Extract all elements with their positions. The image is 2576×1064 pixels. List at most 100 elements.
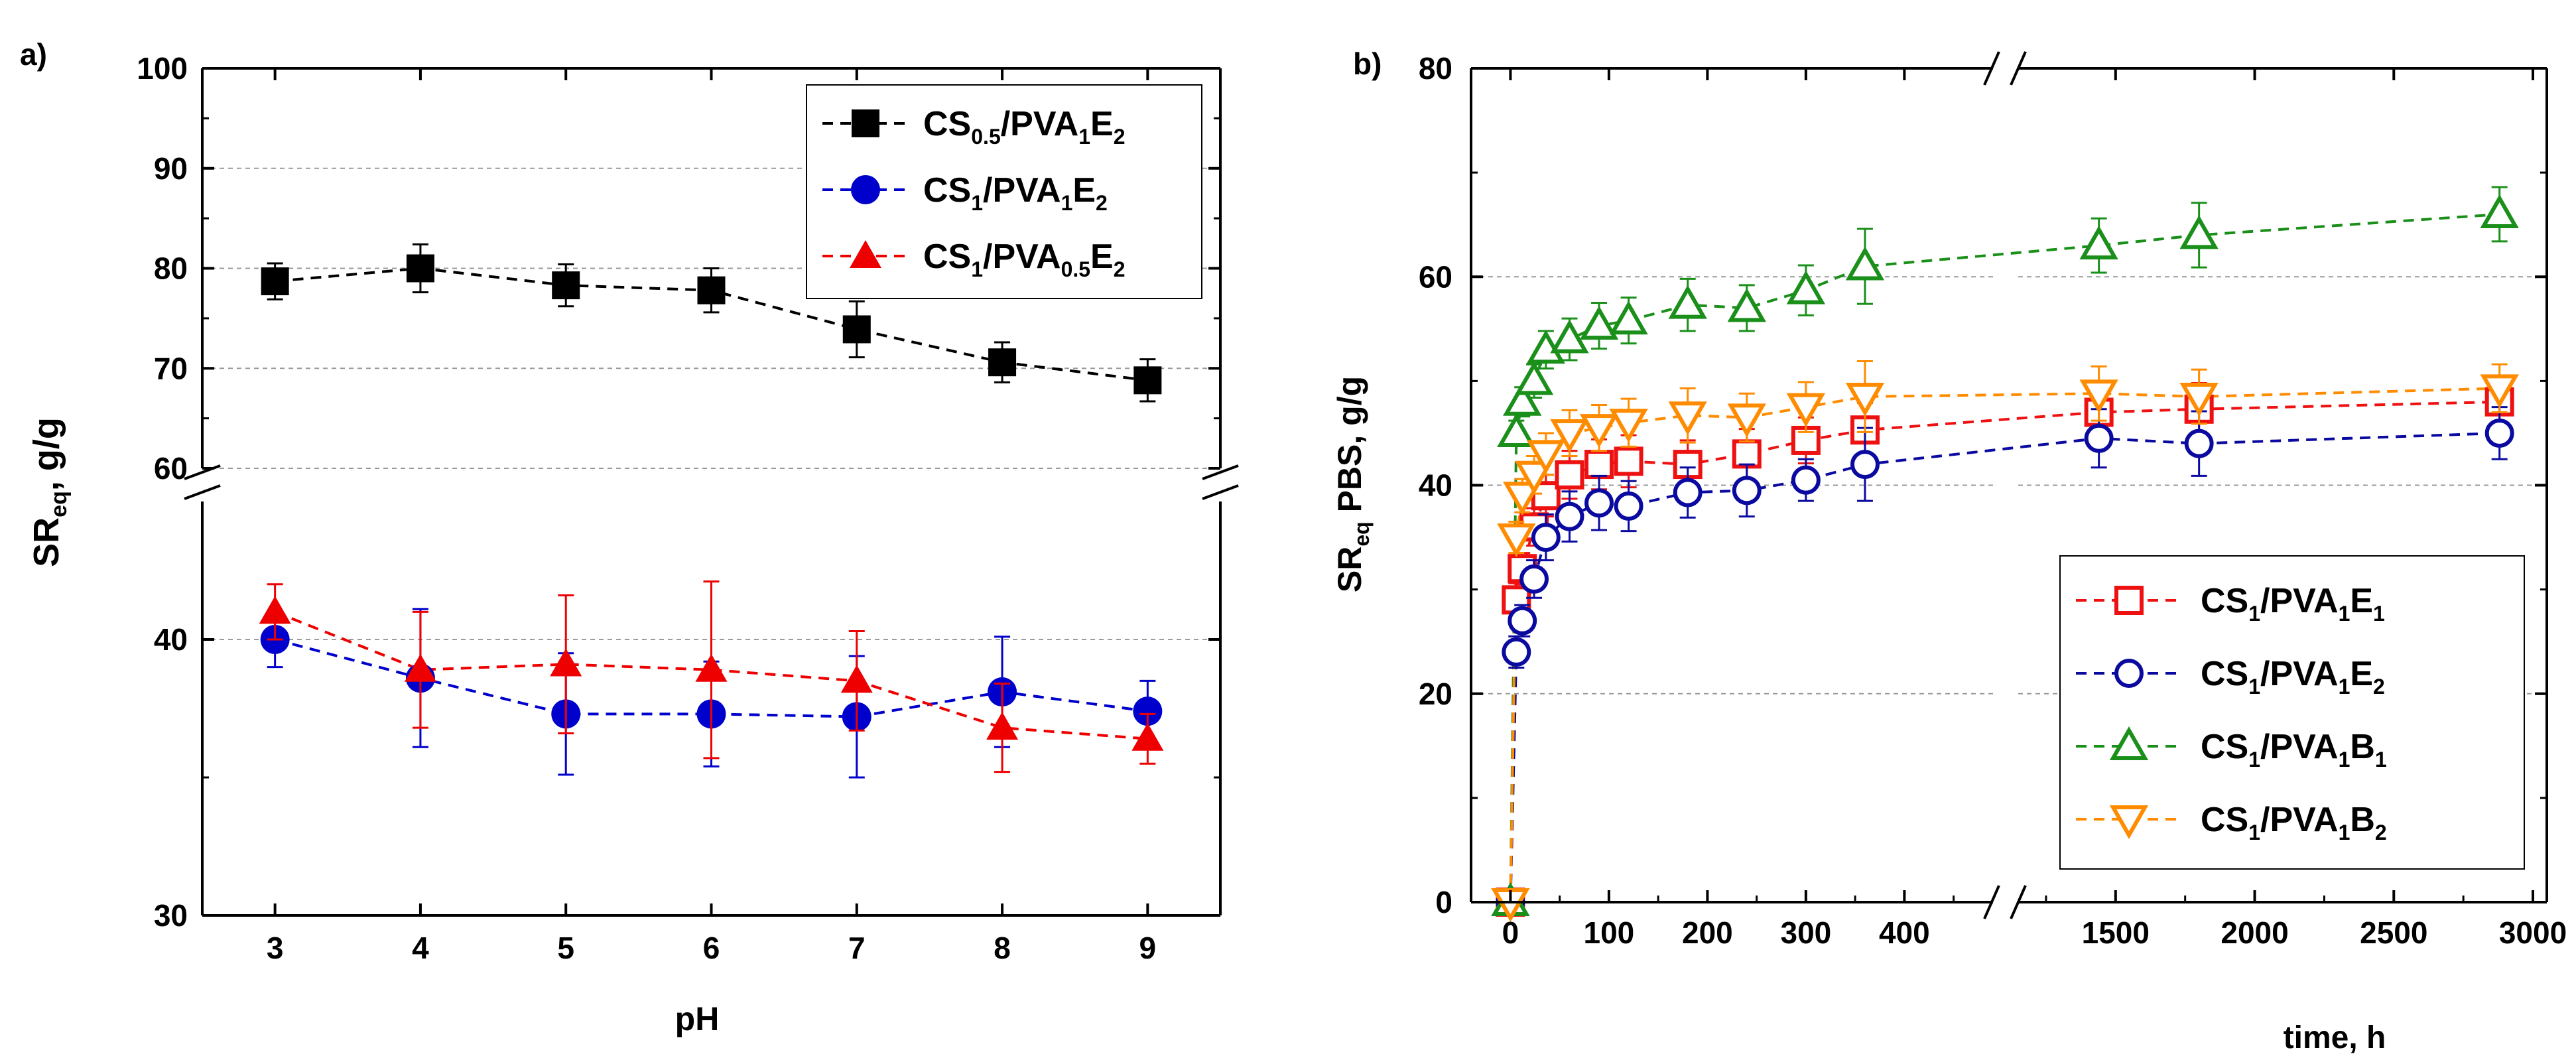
data-point-cs1-pva1e2-b1-t-240 — [1732, 476, 1762, 505]
legend-marker-cs1-pva1e2-b1 — [2114, 659, 2144, 688]
data-point-cs1-pva1b2-b3-t-120 — [1609, 409, 1648, 443]
panel-b-ytick-label-60: 60 — [1419, 259, 1452, 294]
data-point-cs1-pva0-5e2-ph-8 — [986, 712, 1019, 740]
data-point-cs1-pva1e1-b0-t-120 — [1614, 446, 1643, 476]
data-point-cs1-pva1e2-b1-t-2880 — [2484, 418, 2514, 448]
data-point-cs1-pva1b1-b2-t-1440 — [2079, 226, 2118, 260]
panel-b-xtick-label-2000: 2000 — [2221, 915, 2288, 950]
data-point-cs1-pva1e2-b1-t-24 — [1519, 564, 1549, 594]
data-point-cs1-pva1b2-b3-t-300 — [1786, 393, 1826, 427]
data-point-cs1-pva1b1-b2-t-120 — [1609, 300, 1648, 335]
panel-a-data-marks — [259, 243, 1164, 779]
panel-b-ytick-label-40: 40 — [1419, 468, 1452, 503]
data-point-cs1-pva1e2-b1-t-360 — [1850, 450, 1880, 480]
legend-label-cs1-pva1e2-b1: CS1/PVA1E2 — [2201, 655, 2385, 698]
panel-a-y-axis-title: SReq, g/g — [27, 417, 72, 567]
data-point-cs1-pva1b1-b2-t-300 — [1786, 270, 1826, 304]
panel-b-xtick-label-1500: 1500 — [2082, 915, 2150, 950]
data-point-cs1-pva1e2-b1-t-60 — [1555, 501, 1584, 531]
panel-a-xtick-label-4: 4 — [412, 931, 429, 965]
data-point-cs1-pva1e2-b1-t-1440 — [2084, 423, 2114, 453]
data-point-cs1-pva1b1-b2-t-240 — [1727, 288, 1766, 322]
panel-b-xtick-label-100: 100 — [1584, 915, 1635, 950]
data-point-cs1-pva1b2-b3-t-12 — [1503, 482, 1542, 516]
panel-b-legend: CS1/PVA1E1 CS1/PVA1E2 CS1/PVA1B1 CS1/PVA1B2 — [2076, 582, 2387, 844]
panel-a-legend: CS0.5/PVA1E2 CS1/PVA1E2 CS1/PVA0.5E2 — [822, 105, 1126, 281]
data-point-cs1-pva0-5e2-ph-5 — [550, 648, 582, 677]
data-point-cs1-pva1e2-b1-t-300 — [1791, 465, 1821, 495]
data-point-cs1-pva1b1-b2-t-2880 — [2480, 194, 2519, 228]
panel-b-data-marks — [1491, 186, 2519, 923]
panel-b-tick-labels: 0 20 40 60 80 0 100 200 300 400 1500 2000 2500 3000 — [1419, 51, 2567, 950]
panel-a-ytick-label-40: 40 — [154, 622, 188, 657]
legend-marker-cs1-pva1e1-b0 — [2114, 586, 2144, 615]
panel-b-ytick-label-80: 80 — [1419, 51, 1452, 86]
data-point-cs0-5-pva1e2-ph-5 — [552, 271, 580, 300]
panel-a-ytick-label-80: 80 — [154, 251, 188, 286]
data-point-cs1-pva1b2-b3-t-240 — [1727, 403, 1766, 438]
data-point-cs1-pva1b2-b3-t-6 — [1497, 523, 1536, 558]
data-point-cs1-pva0-5e2-ph-4 — [404, 653, 436, 682]
legend-label-cs1-pva0-5e2: CS1/PVA0.5E2 — [923, 237, 1126, 281]
panel-a-xtick-label-8: 8 — [994, 931, 1011, 965]
data-point-cs1-pva1e2-b1-t-1800 — [2184, 429, 2214, 458]
panel-a-xtick-label-5: 5 — [557, 931, 574, 965]
data-point-cs1-pva1e1-b0-t-90 — [1584, 450, 1614, 480]
legend-label-cs0-5-pva1e2: CS0.5/PVA1E2 — [923, 105, 1126, 149]
panel-b-axis-break-bottom — [1983, 885, 2027, 919]
panel-b-xtick-label-0: 0 — [1502, 915, 1519, 950]
data-point-cs0-5-pva1e2-ph-7 — [842, 315, 871, 344]
data-point-cs1-pva1b2-b3-t-2880 — [2480, 374, 2519, 409]
legend-marker-cs0-5-pva1e2 — [852, 109, 879, 137]
data-point-cs1-pva1b1-b2-t-24 — [1514, 361, 1554, 395]
panel-a-ytick-label-60: 60 — [154, 451, 188, 486]
panel-a-axis-break-right — [1202, 464, 1239, 500]
panel-a-ytick-label-70: 70 — [154, 351, 188, 385]
panel-a-tick-labels: 60 70 80 90 100 30 40 3 4 5 6 7 8 9 — [137, 51, 1156, 965]
data-point-cs1-pva1e2-b1-t-90 — [1584, 488, 1614, 518]
data-point-cs1-pva1b1-b2-t-6 — [1497, 413, 1536, 447]
data-point-cs0-5-pva1e2-ph-3 — [261, 267, 289, 296]
panel-a-xtick-label-7: 7 — [848, 931, 866, 965]
legend-marker-cs1-pva0-5e2 — [850, 240, 881, 268]
legend-marker-cs1-pva1e2 — [851, 175, 880, 204]
legend-label-cs1-pva1b2-b3: CS1/PVA1B2 — [2201, 801, 2387, 844]
data-point-cs0-5-pva1e2-ph-4 — [406, 254, 434, 283]
panel-b-label: b) — [1353, 46, 1382, 81]
data-point-cs1-pva1e2-b1-t-180 — [1673, 478, 1703, 507]
data-point-cs0-5-pva1e2-ph-9 — [1133, 366, 1162, 395]
panel-b-ytick-label-20: 20 — [1419, 677, 1452, 711]
data-point-cs1-pva1b1-b2-t-360 — [1845, 246, 1885, 281]
data-point-cs1-pva0-5e2-ph-7 — [840, 665, 873, 693]
panel-a-xtick-label-6: 6 — [703, 931, 720, 965]
data-point-cs1-pva1b1-b2-t-90 — [1579, 306, 1619, 340]
data-point-cs1-pva1e2-b1-t-12 — [1508, 606, 1537, 635]
data-point-cs1-pva1b1-b2-t-1800 — [2179, 215, 2219, 249]
data-point-cs1-pva0-5e2-ph-6 — [695, 653, 728, 682]
data-point-cs1-pva1b1-b2-t-60 — [1550, 319, 1589, 354]
panel-a-xtick-label-3: 3 — [267, 931, 284, 965]
data-point-cs1-pva1b1-b2-t-12 — [1503, 381, 1542, 416]
data-point-cs1-pva1e2-b1-t-120 — [1614, 491, 1643, 521]
data-point-cs1-pva0-5e2-ph-3 — [259, 596, 291, 624]
panel-b-y-axis-title: SReq PBS, g/g — [1331, 376, 1374, 592]
data-point-cs1-pva1b2-b3-t-60 — [1550, 419, 1589, 453]
data-point-cs1-pva1b2-b3-t-90 — [1579, 414, 1619, 448]
panel-b-xtick-label-3000: 3000 — [2499, 915, 2567, 950]
panel-b-xtick-label-300: 300 — [1780, 915, 1831, 950]
panel-b-xtick-label-2500: 2500 — [2360, 915, 2427, 950]
data-point-cs1-pva1e1-b0-t-60 — [1555, 460, 1584, 490]
panel-a-xtick-label-9: 9 — [1139, 931, 1157, 965]
data-point-cs1-pva1b2-b3-t-24 — [1514, 460, 1554, 495]
panel-b-xtick-label-400: 400 — [1879, 915, 1930, 950]
data-point-cs1-pva1b2-b3-t-360 — [1845, 382, 1885, 417]
data-point-cs0-5-pva1e2-ph-6 — [697, 276, 726, 304]
data-point-cs1-pva1e2-b1-t-36 — [1531, 523, 1561, 553]
panel-b-xtick-label-200: 200 — [1682, 915, 1733, 950]
legend-marker-cs1-pva1b2-b3 — [2109, 805, 2149, 840]
panel-a-label: a) — [20, 37, 47, 72]
panel-a-ytick-label-90: 90 — [154, 151, 188, 186]
panel-b-x-axis-title: time, h — [2284, 1020, 2386, 1055]
data-point-cs1-pva1b2-b3-t-36 — [1526, 440, 1566, 474]
